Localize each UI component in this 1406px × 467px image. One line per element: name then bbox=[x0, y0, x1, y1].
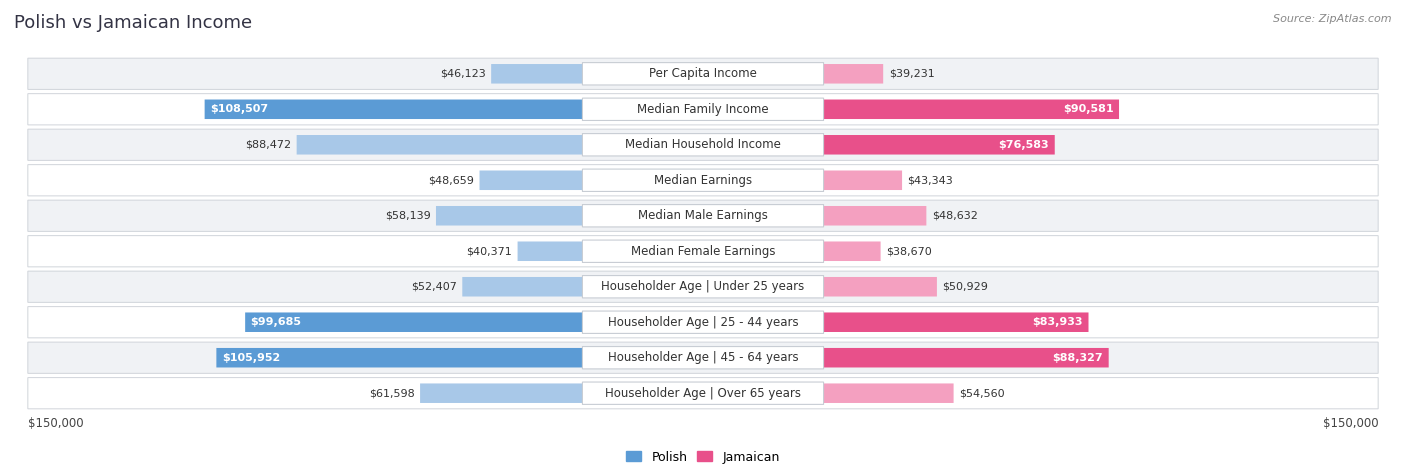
Text: $88,327: $88,327 bbox=[1053, 353, 1104, 363]
FancyBboxPatch shape bbox=[491, 64, 582, 84]
Text: Median Female Earnings: Median Female Earnings bbox=[631, 245, 775, 258]
Text: $108,507: $108,507 bbox=[209, 104, 269, 114]
FancyBboxPatch shape bbox=[824, 99, 1119, 119]
Text: Median Household Income: Median Household Income bbox=[626, 138, 780, 151]
FancyBboxPatch shape bbox=[436, 206, 582, 226]
Text: $52,407: $52,407 bbox=[411, 282, 457, 292]
FancyBboxPatch shape bbox=[582, 169, 824, 191]
FancyBboxPatch shape bbox=[582, 63, 824, 85]
Text: Householder Age | Over 65 years: Householder Age | Over 65 years bbox=[605, 387, 801, 400]
FancyBboxPatch shape bbox=[824, 383, 953, 403]
FancyBboxPatch shape bbox=[245, 312, 582, 332]
Text: Per Capita Income: Per Capita Income bbox=[650, 67, 756, 80]
Legend: Polish, Jamaican: Polish, Jamaican bbox=[621, 446, 785, 467]
Text: $39,231: $39,231 bbox=[889, 69, 935, 79]
Text: $38,670: $38,670 bbox=[886, 246, 932, 256]
Text: Householder Age | 25 - 44 years: Householder Age | 25 - 44 years bbox=[607, 316, 799, 329]
FancyBboxPatch shape bbox=[824, 241, 880, 261]
FancyBboxPatch shape bbox=[463, 277, 582, 297]
Text: $150,000: $150,000 bbox=[1323, 417, 1378, 431]
Text: Median Family Income: Median Family Income bbox=[637, 103, 769, 116]
FancyBboxPatch shape bbox=[582, 276, 824, 298]
Text: Householder Age | 45 - 64 years: Householder Age | 45 - 64 years bbox=[607, 351, 799, 364]
FancyBboxPatch shape bbox=[217, 348, 582, 368]
FancyBboxPatch shape bbox=[824, 206, 927, 226]
Text: $90,581: $90,581 bbox=[1063, 104, 1114, 114]
FancyBboxPatch shape bbox=[582, 240, 824, 262]
Text: $76,583: $76,583 bbox=[998, 140, 1049, 150]
FancyBboxPatch shape bbox=[582, 311, 824, 333]
Text: $40,371: $40,371 bbox=[467, 246, 512, 256]
FancyBboxPatch shape bbox=[517, 241, 582, 261]
FancyBboxPatch shape bbox=[28, 200, 1378, 231]
FancyBboxPatch shape bbox=[824, 312, 1088, 332]
Text: Median Male Earnings: Median Male Earnings bbox=[638, 209, 768, 222]
Text: Polish vs Jamaican Income: Polish vs Jamaican Income bbox=[14, 14, 252, 32]
Text: $54,560: $54,560 bbox=[959, 388, 1005, 398]
Text: Householder Age | Under 25 years: Householder Age | Under 25 years bbox=[602, 280, 804, 293]
FancyBboxPatch shape bbox=[297, 135, 582, 155]
FancyBboxPatch shape bbox=[28, 307, 1378, 338]
Text: $61,598: $61,598 bbox=[368, 388, 415, 398]
Text: $105,952: $105,952 bbox=[222, 353, 280, 363]
FancyBboxPatch shape bbox=[824, 348, 1109, 368]
Text: $83,933: $83,933 bbox=[1032, 317, 1083, 327]
FancyBboxPatch shape bbox=[582, 382, 824, 404]
Text: $50,929: $50,929 bbox=[942, 282, 988, 292]
FancyBboxPatch shape bbox=[205, 99, 582, 119]
Text: Median Earnings: Median Earnings bbox=[654, 174, 752, 187]
FancyBboxPatch shape bbox=[582, 347, 824, 369]
FancyBboxPatch shape bbox=[420, 383, 582, 403]
FancyBboxPatch shape bbox=[28, 236, 1378, 267]
FancyBboxPatch shape bbox=[28, 271, 1378, 302]
FancyBboxPatch shape bbox=[28, 58, 1378, 89]
FancyBboxPatch shape bbox=[824, 64, 883, 84]
FancyBboxPatch shape bbox=[582, 98, 824, 120]
Text: $48,632: $48,632 bbox=[932, 211, 977, 221]
FancyBboxPatch shape bbox=[28, 129, 1378, 160]
FancyBboxPatch shape bbox=[824, 170, 903, 190]
Text: $43,343: $43,343 bbox=[908, 175, 953, 185]
Text: $58,139: $58,139 bbox=[385, 211, 430, 221]
Text: $150,000: $150,000 bbox=[28, 417, 83, 431]
FancyBboxPatch shape bbox=[824, 135, 1054, 155]
FancyBboxPatch shape bbox=[28, 165, 1378, 196]
FancyBboxPatch shape bbox=[28, 378, 1378, 409]
Text: $48,659: $48,659 bbox=[427, 175, 474, 185]
Text: $99,685: $99,685 bbox=[250, 317, 302, 327]
Text: $88,472: $88,472 bbox=[245, 140, 291, 150]
FancyBboxPatch shape bbox=[582, 134, 824, 156]
FancyBboxPatch shape bbox=[28, 94, 1378, 125]
FancyBboxPatch shape bbox=[582, 205, 824, 227]
Text: Source: ZipAtlas.com: Source: ZipAtlas.com bbox=[1274, 14, 1392, 24]
FancyBboxPatch shape bbox=[479, 170, 582, 190]
FancyBboxPatch shape bbox=[28, 342, 1378, 373]
FancyBboxPatch shape bbox=[824, 277, 936, 297]
Text: $46,123: $46,123 bbox=[440, 69, 485, 79]
